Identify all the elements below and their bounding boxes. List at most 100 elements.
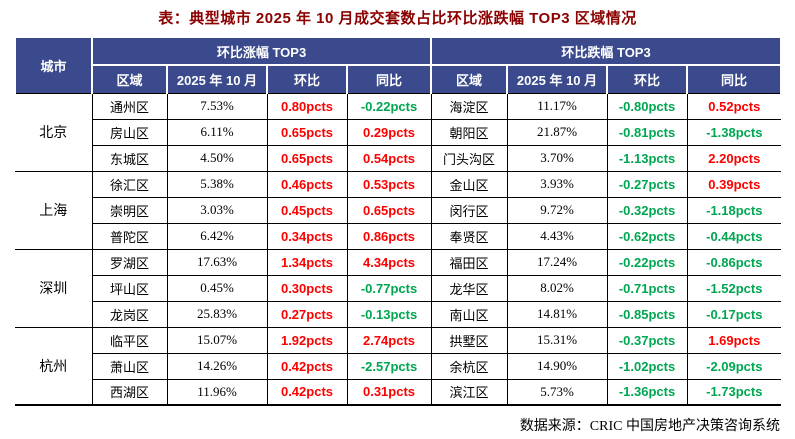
down-region-cell: 余杭区 [430, 352, 508, 380]
up-share-cell: 6.42% [166, 222, 268, 250]
table-row: 普陀区 6.42% 0.34pcts 0.86pcts 奉贤区 4.43% -0.62pct… [15, 222, 782, 250]
up-region-cell: 坪山区 [91, 274, 168, 302]
down-mom-cell: -0.22pcts [606, 248, 688, 276]
up-mom-cell: 0.80pcts [266, 92, 348, 120]
up-mom-cell: 1.92pcts [266, 326, 348, 354]
down-share-cell: 11.17% [506, 92, 608, 120]
down-yoy-cell: 1.69pcts [686, 326, 782, 354]
table-row: 西湖区 11.96% 0.42pcts 0.31pcts 滨江区 5.73% -1.36pc… [15, 378, 782, 406]
table-row: 东城区 4.50% 0.65pcts 0.54pcts 门头沟区 3.70% -1.13pc… [15, 144, 782, 172]
up-yoy-cell: -2.57pcts [346, 352, 432, 380]
city-cell: 深圳 [15, 248, 93, 328]
up-mom-cell: 0.42pcts [266, 378, 348, 406]
up-mom-cell: 0.65pcts [266, 144, 348, 172]
down-yoy-cell: -0.86pcts [686, 248, 782, 276]
data-table: 城市 环比涨幅 TOP3 环比跌幅 TOP3 区域 2025 年 10 月 环比… [14, 36, 783, 406]
up-yoy-cell: 0.31pcts [346, 378, 432, 406]
city-column-header: 城市 [14, 36, 93, 94]
down-mom-header: 环比 [606, 64, 689, 94]
up-mom-cell: 0.34pcts [266, 222, 348, 250]
table-row: 上海 徐汇区 5.38% 0.46pcts 0.53pcts 金山区 3.93% -0.27p… [15, 170, 782, 250]
down-region-cell: 龙华区 [430, 274, 508, 302]
down-region-cell: 闵行区 [430, 196, 508, 224]
table-row: 坪山区 0.45% 0.30pcts -0.77pcts 龙华区 8.02% -0.71pc… [15, 274, 782, 302]
up-share-cell: 25.83% [166, 300, 268, 328]
up-region-cell: 徐汇区 [91, 170, 168, 198]
table-header: 城市 环比涨幅 TOP3 环比跌幅 TOP3 区域 2025 年 10 月 环比… [14, 36, 783, 94]
up-yoy-cell: 4.34pcts [346, 248, 432, 276]
up-yoy-cell: 2.74pcts [346, 326, 432, 354]
down-share-cell: 14.81% [506, 300, 608, 328]
up-share-cell: 17.63% [166, 248, 268, 276]
up-share-cell: 5.38% [166, 170, 268, 198]
down-mom-cell: -0.32pcts [606, 196, 688, 224]
up-yoy-cell: -0.77pcts [346, 274, 432, 302]
city-cell: 杭州 [15, 326, 93, 406]
down-region-cell: 南山区 [430, 300, 508, 328]
city-cell: 北京 [15, 92, 93, 172]
up-share-cell: 11.96% [166, 378, 268, 406]
down-region-cell: 拱墅区 [430, 326, 508, 354]
up-region-header: 区域 [91, 64, 168, 94]
mom-decrease-group-header: 环比跌幅 TOP3 [430, 36, 783, 66]
down-yoy-cell: -0.17pcts [686, 300, 782, 328]
up-yoy-cell: 0.54pcts [346, 144, 432, 172]
down-region-cell: 门头沟区 [430, 144, 508, 172]
up-share-cell: 14.26% [166, 352, 268, 380]
down-share-cell: 5.73% [506, 378, 608, 406]
down-share-cell: 3.93% [506, 170, 608, 198]
down-region-cell: 朝阳区 [430, 118, 508, 146]
up-share-cell: 15.07% [166, 326, 268, 354]
down-share-cell: 3.70% [506, 144, 608, 172]
up-mom-cell: 1.34pcts [266, 248, 348, 276]
down-region-cell: 金山区 [430, 170, 508, 198]
sub-header-row: 区域 2025 年 10 月 环比 同比 区域 2025 年 10 月 环比 同… [15, 64, 783, 94]
table-row: 北京 通州区 7.53% 0.80pcts -0.22pcts 海淀区 11.17% -0.8… [15, 92, 782, 172]
down-yoy-cell: -0.44pcts [686, 222, 782, 250]
city-cell: 上海 [15, 170, 93, 250]
down-region-header: 区域 [430, 64, 509, 94]
page-title: 表：典型城市 2025 年 10 月成交套数占比环比涨跌幅 TOP3 区域情况 [158, 10, 637, 27]
up-region-cell: 房山区 [91, 118, 168, 146]
down-mom-cell: -1.02pcts [606, 352, 688, 380]
table-row: 龙岗区 25.83% 0.27pcts -0.13pcts 南山区 14.81% -0.85… [15, 300, 782, 328]
up-region-cell: 龙岗区 [91, 300, 168, 328]
down-yoy-cell: -1.52pcts [686, 274, 782, 302]
up-yoy-cell: 0.86pcts [346, 222, 432, 250]
down-share-cell: 15.31% [506, 326, 608, 354]
table-body: 北京 通州区 7.53% 0.80pcts -0.22pcts 海淀区 11.17% -0.8… [15, 92, 782, 406]
data-source: 数据来源：CRIC 中国房地产决策咨询系统 [519, 419, 780, 434]
up-yoy-cell: 0.65pcts [346, 196, 432, 224]
down-share-cell: 17.24% [506, 248, 608, 276]
down-share-cell: 14.90% [506, 352, 608, 380]
mom-increase-group-header: 环比涨幅 TOP3 [90, 36, 433, 66]
table-row: 崇明区 3.03% 0.45pcts 0.65pcts 闵行区 9.72% -0.32pct… [15, 196, 782, 224]
down-mom-cell: -1.13pcts [606, 144, 688, 172]
up-month-header: 2025 年 10 月 [166, 64, 268, 94]
down-yoy-cell: 0.52pcts [686, 92, 782, 120]
up-share-cell: 3.03% [166, 196, 268, 224]
down-mom-cell: -0.80pcts [606, 92, 688, 120]
down-mom-cell: -0.85pcts [606, 300, 688, 328]
table-row: 房山区 6.11% 0.65pcts 0.29pcts 朝阳区 21.87% -0.81pc… [15, 118, 782, 146]
up-yoy-cell: 0.29pcts [346, 118, 432, 146]
down-yoy-header: 同比 [686, 64, 783, 94]
down-share-cell: 4.43% [506, 222, 608, 250]
up-region-cell: 崇明区 [91, 196, 168, 224]
down-yoy-cell: -1.18pcts [686, 196, 782, 224]
up-yoy-cell: 0.53pcts [346, 170, 432, 198]
down-yoy-cell: -1.38pcts [686, 118, 782, 146]
up-share-cell: 7.53% [166, 92, 268, 120]
up-mom-header: 环比 [266, 64, 348, 94]
up-yoy-cell: -0.13pcts [346, 300, 432, 328]
down-share-cell: 9.72% [506, 196, 608, 224]
down-mom-cell: -0.37pcts [606, 326, 688, 354]
down-mom-cell: -0.62pcts [606, 222, 688, 250]
up-region-cell: 临平区 [91, 326, 168, 354]
down-region-cell: 海淀区 [430, 92, 508, 120]
down-yoy-cell: -1.73pcts [686, 378, 782, 406]
table-row: 深圳 罗湖区 17.63% 1.34pcts 4.34pcts 福田区 17.24% -0.2… [15, 248, 782, 328]
down-mom-cell: -0.71pcts [606, 274, 688, 302]
up-yoy-header: 同比 [345, 64, 433, 94]
up-region-cell: 西湖区 [91, 378, 168, 406]
